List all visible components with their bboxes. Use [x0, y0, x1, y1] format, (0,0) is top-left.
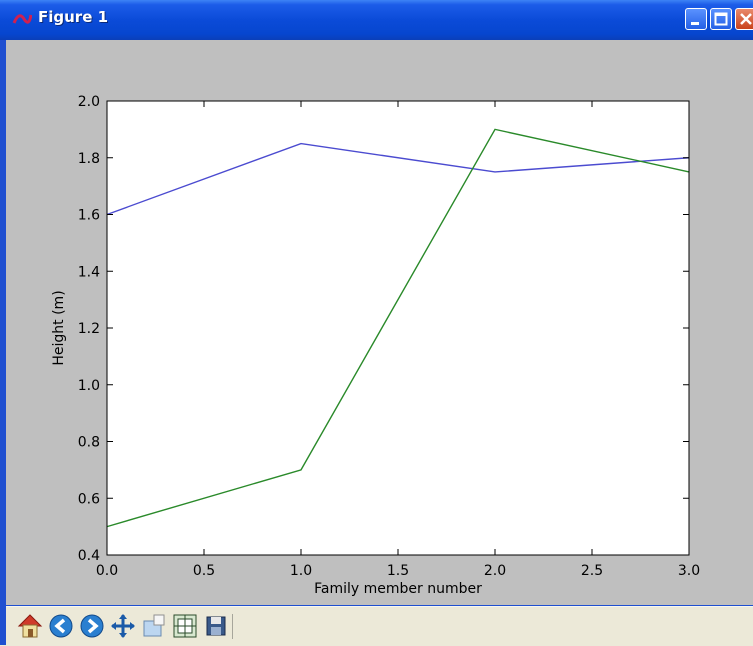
line-chart[interactable]: 0.0 0.5 1.0 1.5 2.0 2.5 3.0 0.4 0.6 0.8 1.0 1.2 1.4 1…	[6, 40, 753, 605]
x-tick-label: 1.5	[387, 563, 409, 579]
x-tick-label: 0.0	[96, 563, 118, 579]
minimize-button[interactable]	[685, 8, 707, 30]
navigation-toolbar	[6, 606, 753, 646]
y-tick-label: 0.6	[78, 491, 100, 507]
plot-area	[107, 101, 689, 555]
y-tick-label: 0.8	[78, 435, 100, 451]
back-button[interactable]	[47, 612, 75, 640]
toolbar-separator	[232, 614, 233, 639]
x-axis-label: Family member number	[314, 581, 482, 597]
home-icon	[16, 612, 44, 640]
x-tick-label: 0.5	[193, 563, 215, 579]
matplotlib-app-icon	[12, 9, 32, 29]
maximize-icon	[711, 9, 731, 29]
save-button[interactable]	[202, 612, 230, 640]
minimize-icon	[686, 9, 706, 29]
pan-button[interactable]	[109, 612, 137, 640]
y-tick-label: 2.0	[78, 94, 100, 110]
forward-arrow-icon	[78, 612, 106, 640]
forward-button[interactable]	[78, 612, 106, 640]
window-title: Figure 1	[38, 8, 108, 26]
subplots-button[interactable]	[171, 612, 199, 640]
save-icon	[202, 612, 230, 640]
y-tick-label: 1.2	[78, 321, 100, 337]
y-tick-label: 1.4	[78, 264, 100, 280]
x-tick-label: 3.0	[678, 563, 700, 579]
subplots-icon	[171, 612, 199, 640]
x-tick-label: 2.5	[581, 563, 603, 579]
x-tick-label: 1.0	[290, 563, 312, 579]
title-bar[interactable]: Figure 1	[0, 0, 753, 40]
close-button[interactable]	[735, 8, 753, 30]
y-tick-label: 1.6	[78, 208, 100, 224]
back-arrow-icon	[47, 612, 75, 640]
y-tick-label: 1.0	[78, 378, 100, 394]
home-button[interactable]	[16, 612, 44, 640]
figure-canvas-area: 0.0 0.5 1.0 1.5 2.0 2.5 3.0 0.4 0.6 0.8 1.0 1.2 1.4 1…	[6, 40, 753, 605]
maximize-button[interactable]	[710, 8, 732, 30]
pan-cross-icon	[109, 612, 137, 640]
y-tick-label: 1.8	[78, 151, 100, 167]
y-tick-label: 0.4	[78, 548, 100, 564]
y-axis-label: Height (m)	[51, 290, 67, 365]
zoom-button[interactable]	[140, 612, 168, 640]
x-tick-label: 2.0	[484, 563, 506, 579]
close-icon	[736, 9, 753, 29]
zoom-rect-icon	[140, 612, 168, 640]
